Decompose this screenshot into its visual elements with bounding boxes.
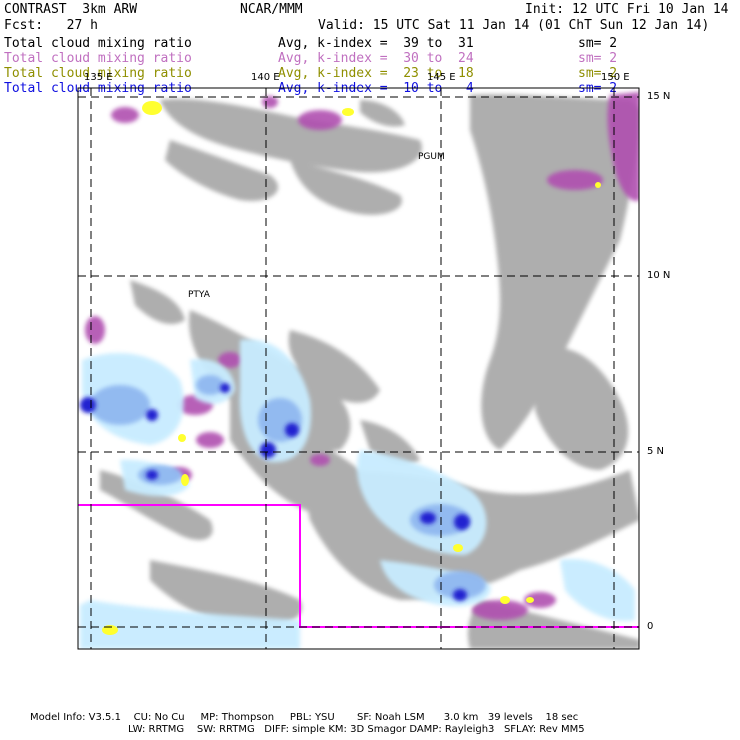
- graticule: [78, 88, 639, 649]
- field-sm-3: sm= 2: [578, 66, 618, 81]
- field-range-1: Avg, k-index = 39 to 31: [278, 36, 474, 51]
- field-label-1: Total cloud mixing ratio: [4, 36, 192, 51]
- model-info-line1: Model Info: V3.5.1 CU: No Cu MP: Thompso…: [30, 712, 579, 723]
- lon-tick-150: 150 E: [601, 72, 630, 83]
- valid-time: Valid: 15 UTC Sat 11 Jan 14 (01 ChT Sun …: [318, 18, 710, 33]
- init-time: Init: 12 UTC Fri 10 Jan 14: [525, 2, 729, 17]
- center-label: NCAR/MMM: [240, 2, 303, 17]
- field-sm-1: sm= 2: [578, 36, 618, 51]
- field-sm-2: sm= 2: [578, 51, 618, 66]
- lat-tick-0: 0: [647, 621, 654, 632]
- lon-tick-140: 140 E: [251, 72, 280, 83]
- field-label-3: Total cloud mixing ratio: [4, 66, 192, 81]
- model-info-line2: LW: RRTMG SW: RRTMG DIFF: simple KM: 3D …: [128, 724, 585, 735]
- map-frame: [77, 87, 640, 650]
- lat-tick-15n: 15 N: [647, 91, 671, 102]
- darkblue-cloud-layer: [80, 383, 470, 601]
- lat-tick-10n: 10 N: [647, 270, 671, 281]
- lon-tick-145: 145 E: [427, 72, 456, 83]
- station-ptya: PTYA: [188, 290, 210, 300]
- forecast-hour: Fcst: 27 h: [4, 18, 98, 33]
- station-pgum: PGUM: [418, 152, 445, 162]
- field-range-2: Avg, k-index = 30 to 24: [278, 51, 474, 66]
- field-label-2: Total cloud mixing ratio: [4, 51, 192, 66]
- violet-cloud-layer: [85, 92, 639, 620]
- model-title: CONTRAST 3km ARW: [4, 2, 138, 17]
- lon-tick-135: 135 E: [84, 72, 113, 83]
- field-range-3: Avg, k-index = 23 to 18: [278, 66, 474, 81]
- cloud-field: [78, 92, 639, 649]
- lat-tick-5n: 5 N: [647, 446, 665, 457]
